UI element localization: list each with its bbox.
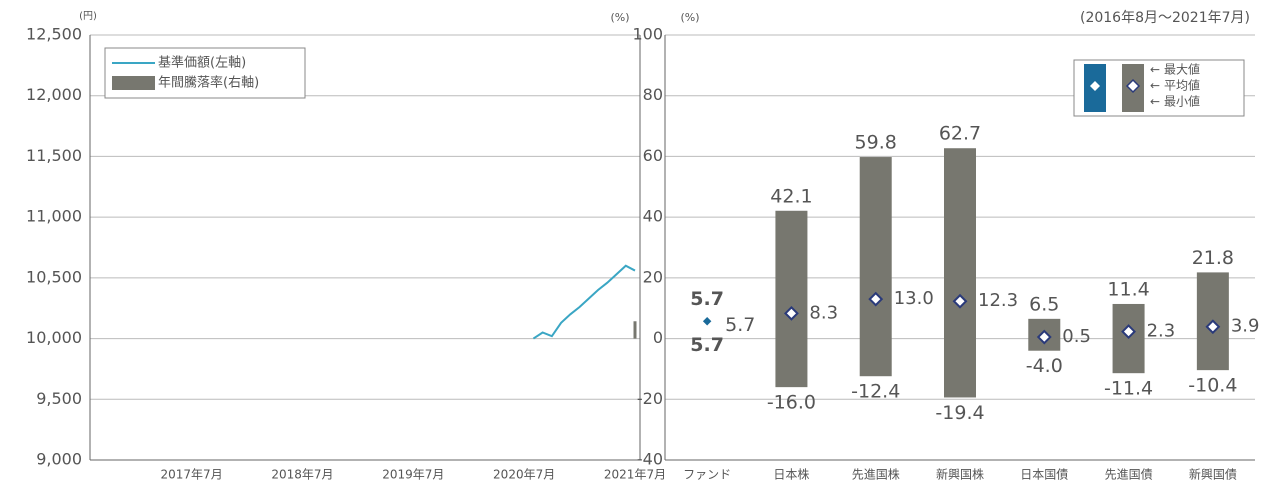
x-tick-label: 2018年7月 (271, 468, 333, 482)
y-axis-unit: (%) (680, 11, 699, 24)
legend-arrow: ← (1150, 95, 1160, 109)
x-tick-label: 先進国債 (1105, 467, 1153, 482)
avg-marker (868, 291, 884, 307)
x-tick-label: 新興国株 (936, 467, 984, 482)
min-label: -19.4 (935, 402, 984, 424)
max-label: 5.7 (690, 288, 724, 310)
bar (633, 321, 637, 339)
min-label: -11.4 (1104, 378, 1153, 400)
period-subtitle: (2016年8月～2021年7月) (1080, 10, 1250, 26)
legend-swatch (1090, 81, 1100, 91)
y-tick-label: 9,500 (36, 389, 82, 408)
legend-label: 平均値 (1164, 78, 1200, 93)
x-tick-label: 2020年7月 (493, 468, 555, 482)
x-tick-label: 2019年7月 (382, 468, 444, 482)
y-tick-label: 10,000 (26, 328, 82, 347)
max-label: 62.7 (939, 123, 981, 145)
avg-label: 8.3 (809, 302, 838, 323)
range-bar (859, 157, 892, 377)
y-tick-label: 20 (643, 267, 663, 286)
y-tick-label: 60 (643, 146, 663, 165)
range-bar (944, 148, 976, 398)
avg-label: 2.3 (1147, 321, 1176, 342)
avg-label: 12.3 (978, 290, 1018, 311)
legend-label: 基準価額(左軸) (158, 55, 246, 71)
avg-marker (784, 305, 799, 321)
y-tick-label: 12,000 (26, 85, 82, 104)
y-tick-label: -40 (637, 450, 663, 469)
x-tick-label: 2017年7月 (161, 468, 223, 482)
avg-marker (1205, 319, 1221, 335)
avg-label: 0.5 (1062, 326, 1091, 347)
x-tick-label: 日本国債 (1020, 467, 1068, 482)
x-tick-label: 2021年7月 (604, 468, 666, 482)
y-tick-label: 10,500 (26, 267, 82, 286)
legend-swatch (1125, 78, 1141, 94)
y2-axis-unit: (%) (610, 11, 629, 24)
x-tick-label: 新興国債 (1189, 467, 1237, 482)
range-bar (775, 210, 808, 388)
avg-label: 13.0 (894, 288, 934, 309)
min-label: -12.4 (851, 381, 900, 403)
avg-marker (952, 293, 968, 309)
y-tick-label: 100 (632, 25, 663, 44)
x-tick-label: ファンド (683, 468, 731, 482)
min-label: 5.7 (690, 334, 724, 356)
min-label: -4.0 (1026, 355, 1063, 377)
min-label: -10.4 (1188, 375, 1237, 397)
avg-marker (1036, 329, 1052, 345)
avg-label: 5.7 (725, 314, 755, 336)
max-label: 21.8 (1192, 247, 1234, 269)
y-tick-label: 11,000 (26, 207, 82, 226)
y-tick-label: 80 (643, 85, 663, 104)
y-tick-label: -20 (637, 389, 663, 408)
min-label: -16.0 (767, 392, 816, 414)
y-axis-unit: (円) (79, 11, 97, 22)
x-tick-label: 先進国株 (852, 467, 900, 482)
max-label: 42.1 (770, 185, 812, 207)
legend-arrow: ← (1150, 79, 1160, 93)
avg-label: 3.9 (1231, 316, 1260, 337)
y-tick-label: 0 (653, 328, 663, 347)
max-label: 59.8 (855, 132, 897, 154)
y-tick-label: 9,000 (36, 450, 82, 469)
legend-label: 年間騰落率(右軸) (158, 75, 259, 91)
y-tick-label: 12,500 (26, 25, 82, 44)
legend-label: 最大値 (1164, 62, 1200, 77)
legend-swatch (112, 76, 155, 90)
legend-arrow: ← (1150, 63, 1160, 77)
y-tick-label: 40 (643, 207, 663, 226)
y-tick-label: 11,500 (26, 146, 82, 165)
legend-label: 最小値 (1164, 94, 1200, 109)
x-tick-label: 日本株 (773, 467, 809, 482)
max-label: 11.4 (1107, 278, 1149, 300)
avg-marker (1121, 324, 1136, 340)
data-line (532, 264, 636, 340)
range-marker (702, 317, 712, 326)
max-label: 6.5 (1029, 293, 1059, 315)
